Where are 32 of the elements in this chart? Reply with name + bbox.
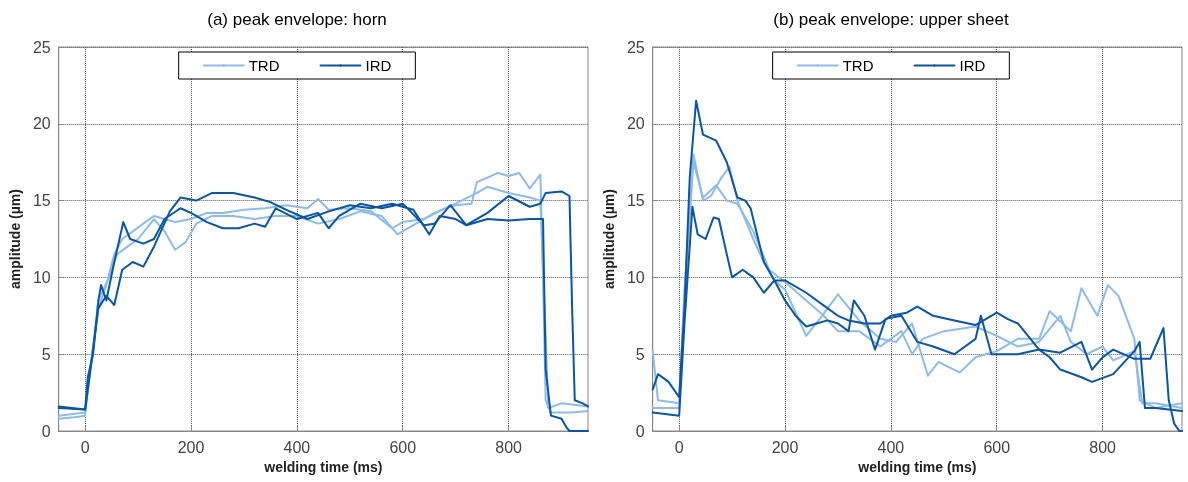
y-axis-title: amplitude (µm) — [601, 189, 617, 289]
x-axis-title: welding time (ms) — [263, 458, 383, 475]
x-tick-label: 600 — [389, 438, 417, 456]
y-tick-label: 20 — [626, 115, 645, 133]
x-tick-label: 0 — [80, 438, 90, 456]
legend-label: TRD — [248, 57, 280, 74]
y-tick-label: 15 — [32, 192, 51, 210]
legend-label: IRD — [959, 57, 986, 74]
x-tick-label: 800 — [495, 438, 523, 456]
y-tick-label: 10 — [32, 268, 51, 286]
x-tick-label: 200 — [771, 438, 799, 456]
x-tick-label: 200 — [177, 438, 205, 456]
legend-label: TRD — [842, 57, 874, 74]
y-tick-label: 0 — [41, 422, 51, 440]
y-tick-label: 10 — [626, 268, 645, 286]
y-tick-label: 0 — [635, 422, 645, 440]
chart-title: (b) peak envelope: upper sheet — [773, 10, 1009, 29]
x-tick-label: 0 — [674, 438, 684, 456]
x-tick-label: 400 — [283, 438, 311, 456]
x-tick-label: 600 — [983, 438, 1011, 456]
x-axis-title: welding time (ms) — [857, 458, 977, 475]
y-tick-label: 25 — [626, 38, 645, 56]
legend-label: IRD — [365, 57, 392, 74]
y-tick-label: 15 — [626, 192, 645, 210]
y-axis-title: amplitude (µm) — [7, 189, 23, 289]
y-tick-label: 20 — [32, 115, 51, 133]
y-tick-label: 5 — [635, 345, 645, 363]
y-tick-label: 25 — [32, 38, 51, 56]
chart-title: (a) peak envelope: horn — [207, 10, 387, 29]
y-tick-label: 5 — [41, 345, 51, 363]
x-tick-label: 400 — [877, 438, 905, 456]
x-tick-label: 800 — [1089, 438, 1117, 456]
